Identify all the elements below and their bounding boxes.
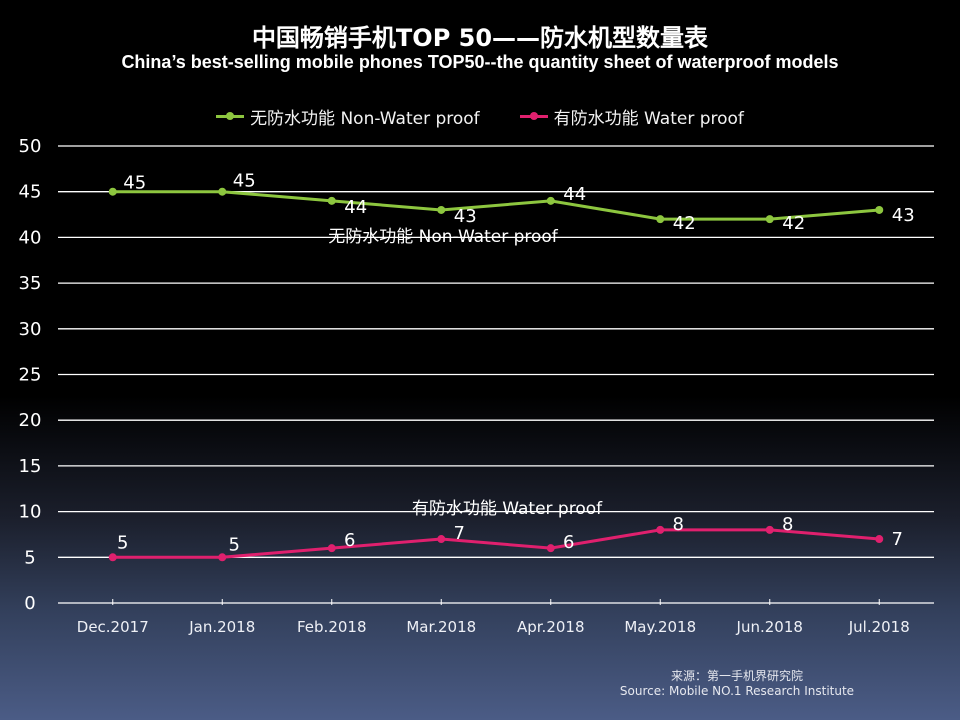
series-line <box>112 528 880 559</box>
y-tick-label: 30 <box>19 319 42 340</box>
legend-item-water-proof[interactable]: 有防水功能 Water proof <box>519 104 744 129</box>
x-tick-label: Jan.2018 <box>188 618 255 636</box>
y-tick-label: 50 <box>19 136 42 157</box>
data-point[interactable] <box>546 544 555 553</box>
data-label: 8 <box>782 514 793 535</box>
data-label: 42 <box>673 213 696 234</box>
data-point[interactable] <box>875 535 884 544</box>
legend-marker-icon <box>216 111 245 120</box>
chart-subtitle: China’s best-selling mobile phones TOP50… <box>121 52 839 72</box>
y-tick-label: 15 <box>19 456 42 477</box>
series-line <box>112 190 880 221</box>
legend-marker-icon <box>519 111 548 120</box>
data-label: 44 <box>344 197 367 218</box>
data-point[interactable] <box>108 187 117 196</box>
data-point[interactable] <box>437 535 446 544</box>
y-tick-label: 20 <box>19 410 42 431</box>
y-tick-label: 10 <box>19 502 42 523</box>
y-tick-label: 35 <box>19 273 42 294</box>
x-axis: Dec.2017 Jan.2018 Feb.2018 Mar.2018 Apr.2018… <box>77 599 910 636</box>
series-water-proof: 5 5 6 7 6 8 8 7 <box>108 514 903 562</box>
data-label: 45 <box>233 171 256 192</box>
data-point[interactable] <box>656 215 665 224</box>
data-label: 45 <box>123 173 146 194</box>
legend-label: 无防水功能 Non-Water proof <box>250 108 480 129</box>
data-point[interactable] <box>218 187 227 196</box>
data-label: 43 <box>454 206 477 227</box>
data-point[interactable] <box>875 205 884 214</box>
data-label: 42 <box>782 213 805 234</box>
data-point[interactable] <box>437 205 446 214</box>
data-label: 44 <box>563 184 586 205</box>
gridlines <box>58 145 934 604</box>
x-tick-label: May.2018 <box>624 618 696 636</box>
y-tick-label: 25 <box>19 365 42 386</box>
series-inline-label-non-water-proof: 无防水功能 Non-Water proof <box>328 227 559 247</box>
x-tick-label: Apr.2018 <box>517 618 585 636</box>
y-axis: 0 5 10 15 20 25 30 35 40 45 50 <box>19 136 42 614</box>
data-point[interactable] <box>218 553 227 562</box>
y-tick-label: 5 <box>24 547 35 568</box>
y-tick-label: 0 <box>24 593 35 614</box>
x-tick-label: Mar.2018 <box>406 618 476 636</box>
data-point[interactable] <box>765 525 774 534</box>
data-label: 6 <box>344 530 355 551</box>
legend-label: 有防水功能 Water proof <box>553 108 744 129</box>
data-point[interactable] <box>327 544 336 553</box>
data-label: 7 <box>454 523 465 544</box>
source-en: Source: Mobile NO.1 Research Institute <box>619 684 855 698</box>
data-label: 7 <box>892 529 903 550</box>
series-non-water-proof: 45 45 44 43 44 42 42 43 <box>108 171 915 234</box>
x-tick-label: Dec.2017 <box>77 618 149 636</box>
data-label: 6 <box>563 532 574 553</box>
data-point[interactable] <box>656 525 665 534</box>
series-group: 45 45 44 43 44 42 42 43 5 5 6 7 6 8 8 7 <box>108 171 915 562</box>
data-label: 5 <box>117 532 128 553</box>
x-tick-label: Feb.2018 <box>297 618 367 636</box>
source-cn: 来源：第一手机界研究院 <box>670 669 803 683</box>
x-tick-label: Jul.2018 <box>848 618 910 636</box>
chart-title: 中国畅销手机TOP 50——防水机型数量表 <box>251 24 709 52</box>
data-point[interactable] <box>546 196 555 205</box>
data-point[interactable] <box>108 553 117 562</box>
data-label: 43 <box>892 205 915 226</box>
x-tick-label: Jun.2018 <box>736 618 803 636</box>
legend-item-non-water-proof[interactable]: 无防水功能 Non-Water proof <box>216 104 480 129</box>
y-tick-label: 45 <box>19 182 42 203</box>
data-point[interactable] <box>327 196 336 205</box>
y-tick-label: 40 <box>19 227 42 248</box>
legend: 无防水功能 Non-Water proof 有防水功能 Water proof <box>0 104 960 129</box>
data-point[interactable] <box>765 215 774 224</box>
series-inline-label-water-proof: 有防水功能 Water proof <box>412 499 603 519</box>
data-label: 8 <box>673 514 684 535</box>
data-label: 5 <box>229 534 240 555</box>
